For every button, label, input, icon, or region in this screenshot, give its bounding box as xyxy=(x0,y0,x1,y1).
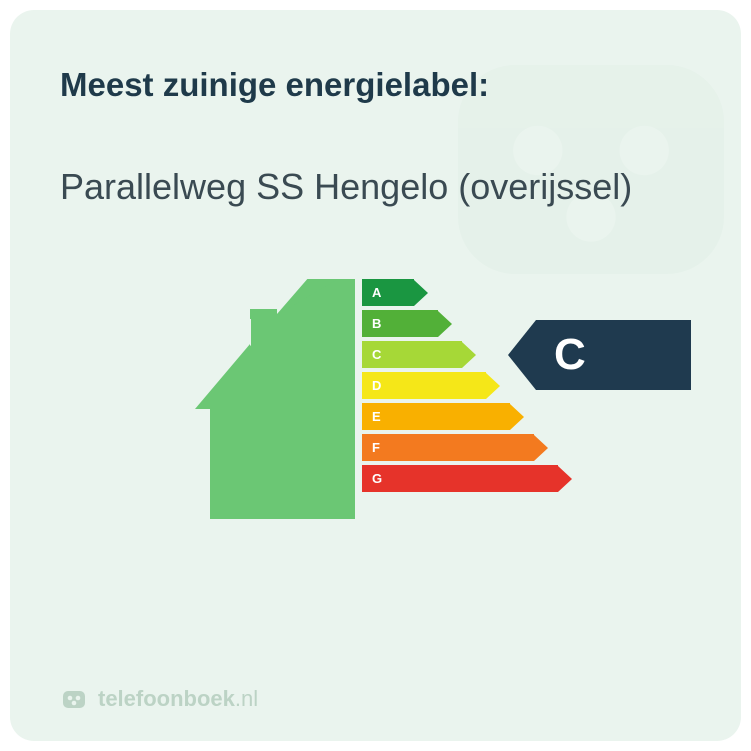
footer-tld: .nl xyxy=(235,686,258,711)
energy-label-card: Meest zuinige energielabel: Parallelweg … xyxy=(10,10,741,741)
footer-text: telefoonboek.nl xyxy=(98,686,258,712)
energy-bar-label: D xyxy=(362,372,486,399)
energy-bar-f: F xyxy=(362,434,572,461)
card-title: Meest zuinige energielabel: xyxy=(60,66,691,104)
energy-bar-label: F xyxy=(362,434,534,461)
energy-bar-label: A xyxy=(362,279,414,306)
house-icon xyxy=(195,279,355,519)
energy-bar-g: G xyxy=(362,465,572,492)
highlight-letter: C xyxy=(536,320,691,390)
energy-bar-label: B xyxy=(362,310,438,337)
footer-brand: telefoonboek xyxy=(98,686,235,711)
card-subtitle: Parallelweg SS Hengelo (overijssel) xyxy=(60,164,691,209)
energy-highlight: C xyxy=(508,320,691,390)
footer-logo-icon xyxy=(60,685,88,713)
energy-chart: ABCDEFG C xyxy=(60,279,691,559)
footer: telefoonboek.nl xyxy=(60,685,258,713)
energy-bar-a: A xyxy=(362,279,572,306)
energy-bar-label: C xyxy=(362,341,462,368)
energy-bar-label: G xyxy=(362,465,558,492)
energy-bar-e: E xyxy=(362,403,572,430)
energy-bar-label: E xyxy=(362,403,510,430)
